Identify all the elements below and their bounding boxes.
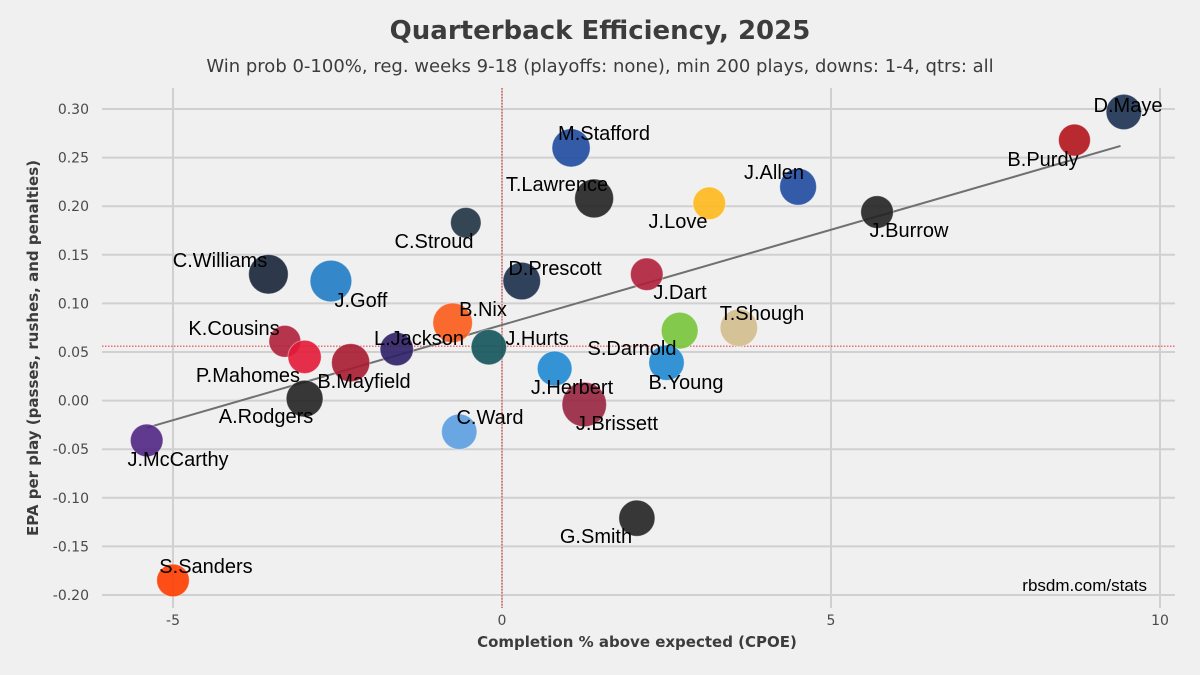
y-tick-label: -0.10 bbox=[53, 491, 89, 507]
y-tick-label: 0.10 bbox=[58, 296, 89, 312]
y-tick-label: 0.05 bbox=[58, 345, 89, 361]
qb-label: J.Herbert bbox=[531, 377, 614, 399]
qb-label: D.Maye bbox=[1094, 95, 1163, 117]
qb-label: J.Goff bbox=[335, 290, 388, 312]
qb-label: C.Williams bbox=[173, 250, 267, 272]
qb-label: J.McCarthy bbox=[127, 449, 228, 471]
qb-label: C.Ward bbox=[456, 407, 523, 429]
qb-label: J.Burrow bbox=[870, 220, 949, 242]
x-axis-title: Completion % above expected (CPOE) bbox=[477, 633, 797, 651]
qb-label: T.Lawrence bbox=[506, 174, 608, 196]
qb-label: J.Dart bbox=[653, 282, 707, 304]
qb-label: B.Young bbox=[649, 372, 724, 394]
scatter-plot: D.Maye B.Purdy M.Stafford J.Allen T.Lawrence… bbox=[0, 0, 1200, 675]
y-tick-label: -0.20 bbox=[53, 588, 89, 604]
y-tick-label: 0.20 bbox=[58, 199, 89, 215]
y-tick-label: -0.15 bbox=[53, 539, 89, 555]
x-tick-label: 10 bbox=[1151, 613, 1169, 629]
qb-label: J.Brissett bbox=[576, 413, 659, 435]
x-tick-label: -5 bbox=[166, 613, 180, 629]
qb-label: B.Mayfield bbox=[317, 371, 410, 393]
qb-label: J.Hurts bbox=[505, 328, 568, 350]
qb-label: K.Cousins bbox=[188, 318, 279, 340]
qb-label: D.Prescott bbox=[508, 258, 602, 280]
y-tick-label: -0.05 bbox=[53, 442, 89, 458]
x-tick-label: 5 bbox=[827, 613, 836, 629]
x-tick-label: 0 bbox=[498, 613, 507, 629]
qb-label: S.Darnold bbox=[588, 338, 677, 360]
y-axis-title: EPA per play (passes, rushes, and penalt… bbox=[24, 160, 42, 536]
credit-text: rbsdm.com/stats bbox=[1022, 576, 1147, 595]
qb-label: C.Stroud bbox=[395, 231, 474, 253]
qb-label: L.Jackson bbox=[374, 328, 464, 350]
y-tick-label: 0.25 bbox=[58, 151, 89, 167]
qb-label: G.Smith bbox=[560, 526, 632, 548]
qb-label: P.Mahomes bbox=[196, 365, 300, 387]
qb-label: B.Nix bbox=[459, 299, 507, 321]
y-tick-label: 0.30 bbox=[58, 102, 89, 118]
qb-label: T.Shough bbox=[720, 303, 805, 325]
qb-label: A.Rodgers bbox=[219, 406, 314, 428]
y-tick-label: 0.00 bbox=[58, 394, 89, 410]
qb-label: B.Purdy bbox=[1007, 149, 1078, 171]
qb-point[interactable] bbox=[471, 329, 506, 364]
y-tick-label: 0.15 bbox=[58, 248, 89, 264]
qb-label: M.Stafford bbox=[558, 123, 650, 145]
qb-label: S.Sanders bbox=[159, 556, 252, 578]
qb-label: J.Love bbox=[649, 211, 708, 233]
qb-label: J.Allen bbox=[744, 162, 804, 184]
